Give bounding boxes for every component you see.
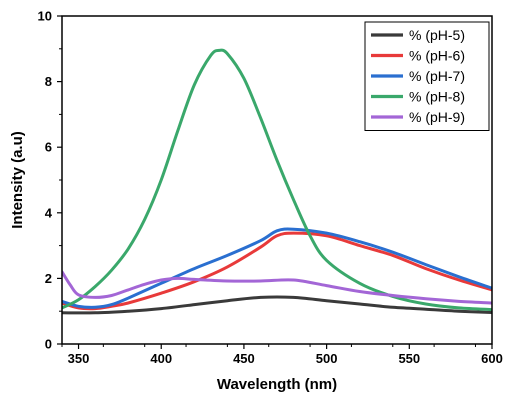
x-tick-label: 550	[398, 351, 420, 366]
y-tick-label: 0	[45, 337, 52, 352]
x-tick-label: 500	[316, 351, 338, 366]
y-tick-label: 8	[45, 74, 52, 89]
y-axis: 0 2 4 6 8 10	[38, 9, 62, 352]
y-tick-label: 10	[38, 9, 52, 24]
legend-label: % (pH-5)	[409, 27, 465, 43]
legend-label: % (pH-8)	[409, 89, 465, 105]
x-tick-label: 350	[68, 351, 90, 366]
legend: % (pH-5) % (pH-6) % (pH-7) % (pH-8) % (pH-9)	[364, 21, 490, 131]
series-line-1	[62, 295, 492, 315]
x-axis: 350 400 450 500 550 600	[61, 344, 503, 366]
legend-label: % (pH-9)	[409, 109, 465, 125]
series-line-3	[62, 227, 492, 309]
x-tick-label: 400	[150, 351, 172, 366]
x-tick-label: 450	[233, 351, 255, 366]
y-tick-label: 4	[45, 205, 53, 220]
series-line-5	[62, 270, 492, 305]
series-layer	[62, 48, 492, 315]
series-line-4	[62, 48, 492, 312]
y-tick-label: 6	[45, 140, 52, 155]
legend-label: % (pH-6)	[409, 48, 465, 64]
x-tick-label: 600	[481, 351, 503, 366]
legend-label: % (pH-7)	[409, 68, 465, 84]
y-tick-label: 2	[45, 271, 52, 286]
x-axis-title: Wavelength (nm)	[217, 376, 337, 393]
y-axis-title: Intensity (a.u)	[9, 131, 26, 229]
